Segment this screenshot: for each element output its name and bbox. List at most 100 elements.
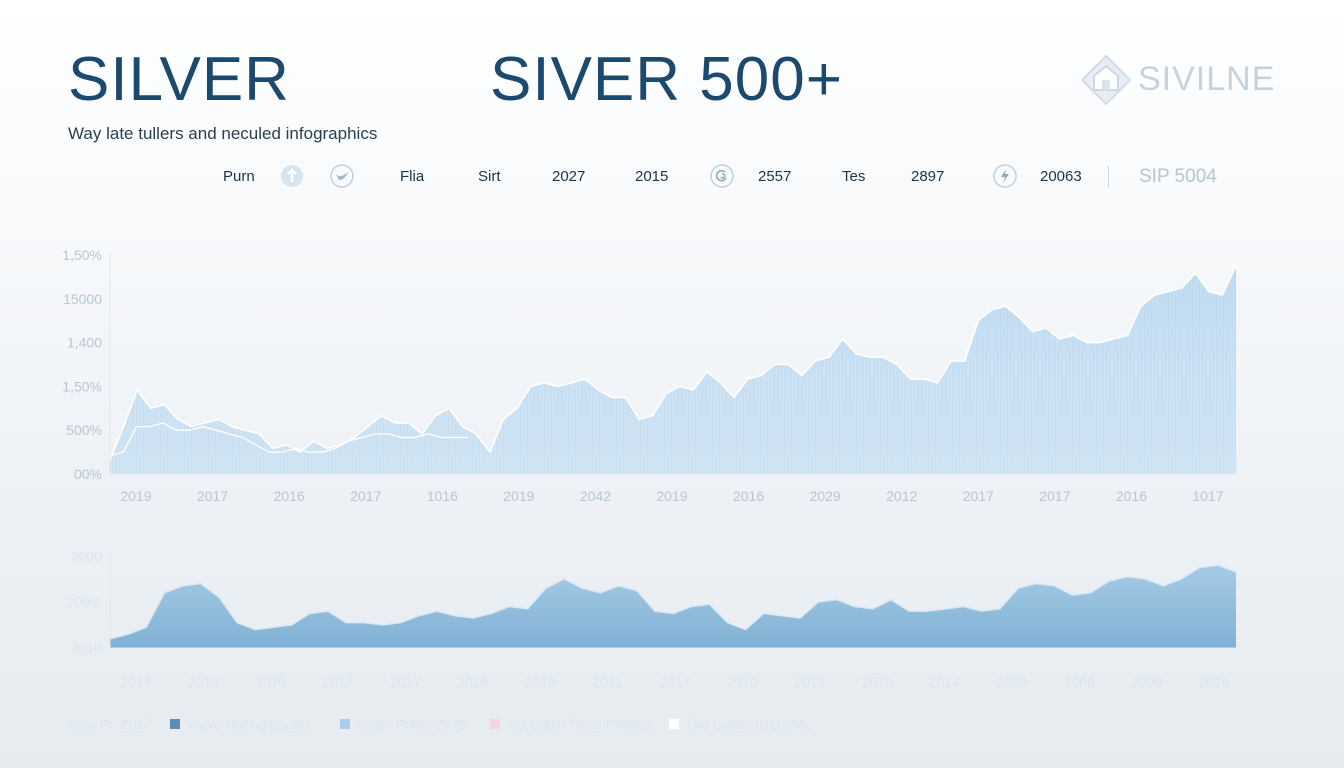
data-point xyxy=(353,436,356,439)
data-point xyxy=(231,425,234,428)
data-point xyxy=(407,422,410,424)
data-point xyxy=(762,612,765,615)
data-point xyxy=(570,381,573,384)
x-tick-label: 2010 xyxy=(727,674,758,690)
data-point xyxy=(635,589,638,592)
data-point xyxy=(1035,582,1038,585)
data-point xyxy=(361,436,363,439)
data-point xyxy=(773,363,776,366)
data-point xyxy=(1126,334,1129,337)
data-point xyxy=(508,605,511,608)
data-point xyxy=(706,370,708,373)
x-tick-label: 1016 xyxy=(427,488,458,504)
stat-item: 2557 xyxy=(758,168,792,185)
x-tick-label: 2016 xyxy=(1198,674,1229,690)
data-point xyxy=(254,628,257,631)
data-point xyxy=(490,612,493,615)
x-tick-label: 2017 xyxy=(197,488,228,504)
series-line-0 xyxy=(109,265,1237,460)
data-point xyxy=(944,608,947,610)
data-point xyxy=(624,396,627,399)
data-point xyxy=(617,585,620,587)
data-point xyxy=(781,614,783,617)
x-tick-label: 9006 xyxy=(1064,674,1095,690)
y-tick-label: 15000 xyxy=(63,291,102,307)
data-point xyxy=(414,436,416,439)
data-point xyxy=(871,608,874,610)
stat-item: Tes xyxy=(842,168,866,185)
y-tick-label: 00% xyxy=(74,466,102,482)
data-point xyxy=(1153,294,1156,296)
stat-item: Flia xyxy=(400,168,425,185)
legend-item: The Landi: (S106ML xyxy=(685,716,812,732)
data-point xyxy=(583,378,586,380)
y-tick-label: 1,50% xyxy=(62,247,102,263)
data-point xyxy=(529,385,532,388)
data-point xyxy=(828,356,830,359)
legend-item: Vlevs Haprigirigutes xyxy=(187,716,312,732)
data-point xyxy=(678,385,681,388)
data-point xyxy=(440,436,443,439)
data-point xyxy=(1089,591,1092,594)
y-tick-label: 2010 xyxy=(71,640,102,656)
data-point xyxy=(1018,316,1020,318)
data-point xyxy=(218,596,220,599)
series-line-1 xyxy=(109,422,468,457)
data-point xyxy=(244,429,247,432)
stat-item: Purn xyxy=(223,168,255,185)
data-point xyxy=(665,392,668,395)
stat-item: 2897 xyxy=(911,168,945,185)
x-tick-label: 2016 xyxy=(274,488,305,504)
data-point xyxy=(1031,330,1034,333)
data-point xyxy=(980,610,983,613)
data-point xyxy=(163,403,166,406)
data-point xyxy=(489,451,491,453)
data-point xyxy=(1099,341,1102,344)
x-tick-label: 2019 xyxy=(656,488,687,504)
data-point xyxy=(1144,578,1147,580)
y-tick-label: 200% xyxy=(66,594,102,610)
data-point xyxy=(1162,585,1165,587)
data-point xyxy=(1126,575,1128,578)
x-tick-label: 2019 xyxy=(188,674,219,690)
data-point xyxy=(285,443,288,446)
data-point xyxy=(188,429,191,432)
x-tick-label: 2075 xyxy=(255,674,286,690)
data-point xyxy=(1113,338,1115,340)
data-point xyxy=(201,425,204,428)
data-point xyxy=(148,425,151,428)
data-point xyxy=(294,447,297,450)
data-point xyxy=(895,363,898,366)
data-point xyxy=(363,621,366,624)
brand-logo: SIVILNE xyxy=(1080,50,1280,110)
data-point xyxy=(733,396,735,399)
data-point xyxy=(746,378,749,380)
data-point xyxy=(638,418,640,421)
x-tick-label: 2019 xyxy=(120,674,151,690)
x-tick-label: 2042 xyxy=(580,488,611,504)
data-point xyxy=(545,587,547,590)
data-point xyxy=(345,621,347,624)
data-point xyxy=(799,617,801,619)
x-tick-label: 3009 xyxy=(1131,674,1162,690)
x-tick-label: 2019 xyxy=(457,674,488,690)
data-point xyxy=(176,418,179,421)
chart-top: 1,50% 15000 1,400 1,50% 500% 00% 2019 2017 2016 2… xyxy=(62,247,1237,504)
data-point xyxy=(255,443,257,446)
legend-item: Ny Copin Tacts Pmices xyxy=(508,716,652,732)
x-tick-label: 2014 xyxy=(929,674,960,690)
data-point xyxy=(421,433,423,435)
data-point xyxy=(882,356,885,359)
data-point xyxy=(394,422,396,424)
data-point xyxy=(272,626,275,629)
data-point xyxy=(453,436,456,439)
data-point xyxy=(841,338,844,340)
chart-bottom: 3000 200% 2010 2019 2019 2075 2017 2017 2019 2019… xyxy=(66,548,1237,690)
data-point xyxy=(204,422,206,424)
data-point xyxy=(175,429,178,432)
stat-item: Sirt xyxy=(478,168,501,185)
data-point xyxy=(977,319,980,322)
data-point xyxy=(241,436,244,439)
y-tick-label: 1,400 xyxy=(67,335,102,351)
